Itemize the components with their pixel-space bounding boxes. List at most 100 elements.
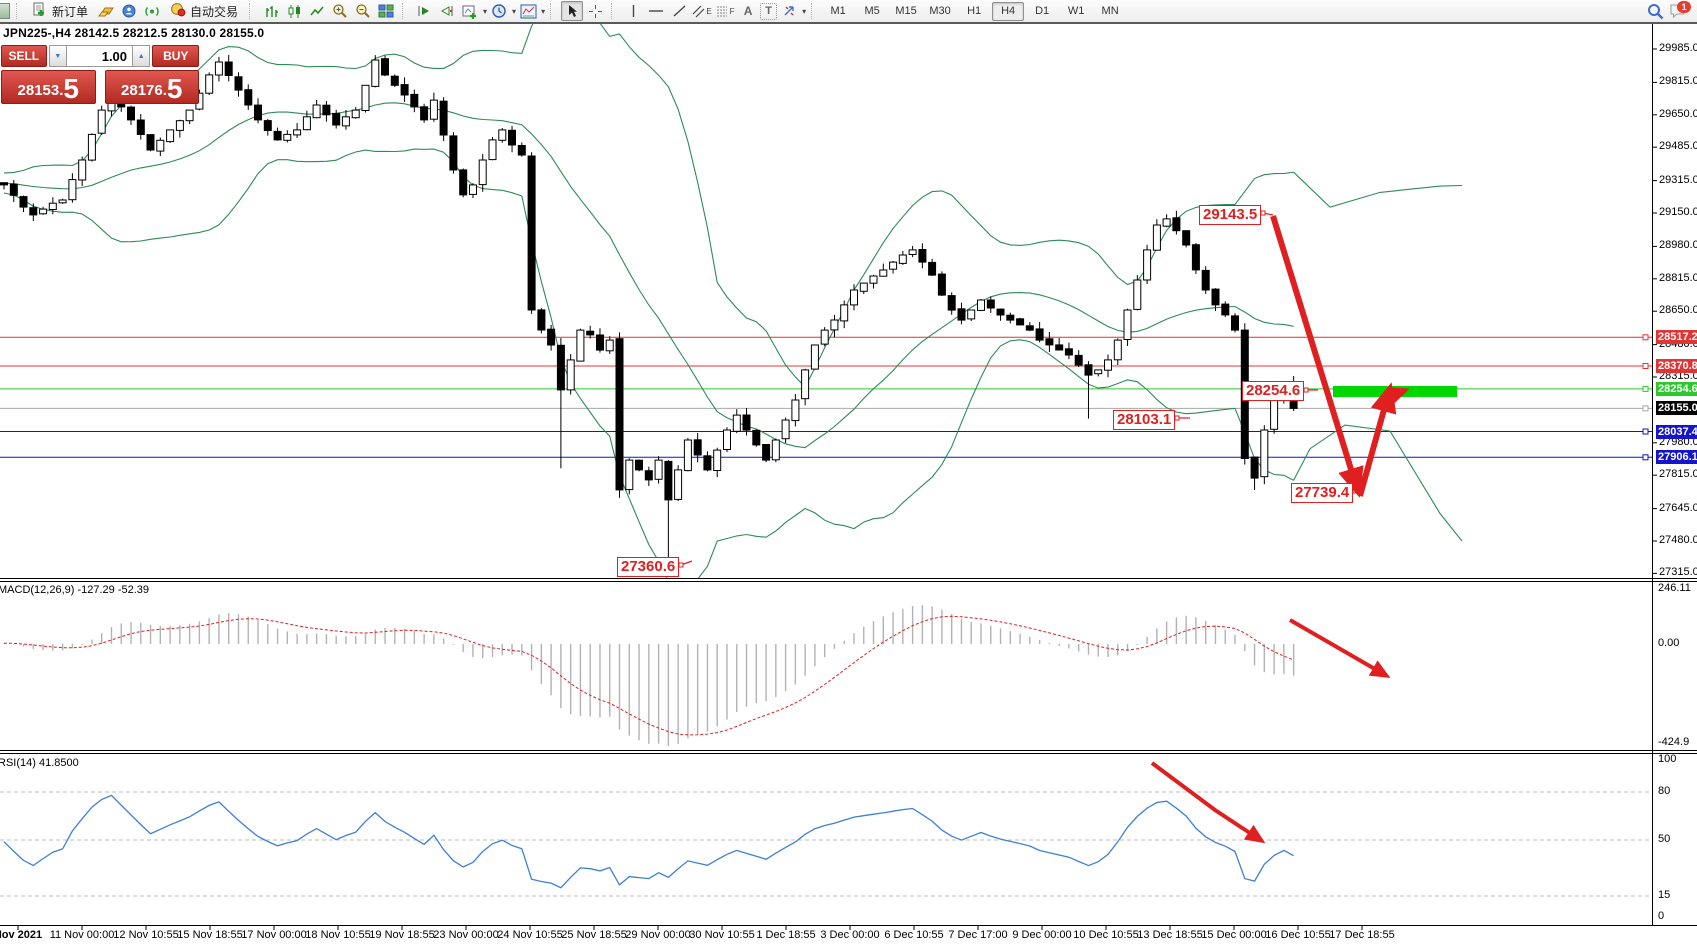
rsi-axis-label: 100 bbox=[1658, 753, 1677, 765]
auto-scroll-icon[interactable] bbox=[413, 1, 435, 21]
macd-axis-label: 246.11 bbox=[1658, 582, 1691, 594]
date-label: 23 Nov 00:00 bbox=[433, 929, 499, 941]
main-toolbar: 新订单 自动交易 ▾ bbox=[0, 0, 1697, 22]
toolbar-bottom-border bbox=[0, 22, 1697, 24]
clipped-toolbar-icon bbox=[0, 3, 10, 19]
toolbar-separator bbox=[611, 3, 618, 19]
period-clock-button[interactable] bbox=[488, 1, 510, 21]
buy-price-button[interactable]: 28176. 5 bbox=[104, 70, 199, 104]
line-chart-type-icon[interactable] bbox=[306, 1, 328, 21]
date-label: 12 Nov 10:55 bbox=[113, 929, 179, 941]
bar-chart-type-icon[interactable] bbox=[260, 1, 282, 21]
timeframe-m1[interactable]: M1 bbox=[830, 5, 846, 17]
timeframe-h1[interactable]: H1 bbox=[967, 5, 982, 17]
toolbar-separator bbox=[811, 3, 818, 19]
date-label: 30 Nov 10:55 bbox=[689, 929, 755, 941]
price-tick: 27480.0 bbox=[1659, 534, 1697, 546]
date-label: 10 Dec 10:55 bbox=[1073, 929, 1139, 941]
chat-icon[interactable]: 1 bbox=[1667, 1, 1691, 20]
timeframe-bar: M1 M5 M15 M30 H1 H4 D1 W1 MN bbox=[822, 1, 1126, 21]
new-order-button[interactable]: 新订单 bbox=[27, 2, 94, 20]
symbol-info-bar: JPN225-,H4 28142.5 28212.5 28130.0 28155… bbox=[3, 26, 265, 40]
chart-shift-icon[interactable] bbox=[436, 1, 458, 21]
gold-bar-icon[interactable] bbox=[95, 1, 117, 21]
arrows-dropdown-caret[interactable]: ▾ bbox=[802, 6, 807, 16]
price-annotation: 29143.5 bbox=[1199, 205, 1262, 225]
fibo-letter: F bbox=[729, 6, 735, 16]
price-tick: 29485.0 bbox=[1659, 140, 1697, 152]
date-label: 15 Nov 18:55 bbox=[177, 929, 243, 941]
chat-badge: 1 bbox=[1677, 1, 1691, 13]
date-label: Nov 2021 bbox=[0, 929, 43, 941]
equidistant-channel-tool-button[interactable]: E bbox=[691, 1, 713, 21]
price-tick: 27315.0 bbox=[1659, 566, 1697, 578]
timeframe-h4[interactable]: H4 bbox=[992, 1, 1025, 21]
date-label: 7 Dec 17:00 bbox=[948, 929, 1008, 941]
toolbar-separator bbox=[550, 3, 557, 19]
date-label: 16 Dec 10:55 bbox=[1265, 929, 1331, 941]
rsi-indicator-title: RSI(14) 41.8500 bbox=[0, 757, 79, 769]
price-badge: 28037.4 bbox=[1656, 425, 1697, 439]
cursor-tool-button[interactable] bbox=[561, 1, 584, 21]
rsi-axis-label: 15 bbox=[1658, 889, 1671, 901]
price-annotation: 28103.1 bbox=[1113, 410, 1176, 430]
price-tick: 29150.0 bbox=[1659, 206, 1697, 218]
signal-icon[interactable] bbox=[141, 1, 163, 21]
volume-input[interactable]: 1.00 bbox=[67, 45, 133, 67]
price-tick: 29315.0 bbox=[1659, 174, 1697, 186]
rsi-axis-label: 80 bbox=[1658, 785, 1671, 797]
auto-trading-button[interactable]: 自动交易 bbox=[164, 2, 244, 20]
timeframe-d1[interactable]: D1 bbox=[1035, 5, 1050, 17]
price-annotation: 27360.6 bbox=[617, 557, 680, 577]
toolbar-separator bbox=[249, 3, 256, 19]
timeframe-mn[interactable]: MN bbox=[1101, 5, 1119, 17]
period-dropdown-caret[interactable]: ▾ bbox=[512, 6, 517, 16]
buy-price: 28176. bbox=[121, 82, 167, 99]
fibonacci-tool-button[interactable]: F bbox=[714, 1, 736, 21]
volume-increase-button[interactable]: ▲ bbox=[132, 45, 151, 67]
one-click-trade-panel: SELL ▼ 1.00 ▲ BUY 28153. 5 28176. 5 bbox=[1, 45, 200, 104]
zoom-in-icon[interactable] bbox=[329, 1, 351, 21]
macd-axis-label: -424.9 bbox=[1658, 736, 1690, 748]
horizontal-line-tool-button[interactable] bbox=[645, 1, 667, 21]
date-label: 17 Dec 18:55 bbox=[1329, 929, 1395, 941]
template-button[interactable] bbox=[517, 1, 539, 21]
timeframe-m15[interactable]: M15 bbox=[895, 5, 917, 17]
price-tick: 28315.0 bbox=[1659, 370, 1697, 382]
volume-decrease-button[interactable]: ▼ bbox=[48, 45, 68, 67]
community-icon[interactable] bbox=[118, 1, 140, 21]
price-annotation: 28254.6 bbox=[1242, 381, 1305, 401]
price-tick: 29985.0 bbox=[1659, 42, 1697, 54]
trendline-tool-button[interactable] bbox=[668, 1, 690, 21]
toolbar-separator bbox=[16, 3, 23, 19]
new-chart-dropdown-caret[interactable]: ▾ bbox=[483, 6, 488, 16]
label-tool-letter: T bbox=[765, 5, 772, 17]
date-label: 9 Dec 00:00 bbox=[1012, 929, 1072, 941]
price-badge: 27906.1 bbox=[1656, 450, 1697, 464]
search-icon[interactable] bbox=[1644, 1, 1666, 21]
price-badge: 28370.8 bbox=[1656, 359, 1697, 373]
text-label-tool-button[interactable]: T bbox=[760, 2, 778, 20]
timeframe-m30[interactable]: M30 bbox=[929, 5, 951, 17]
price-tick: 28815.0 bbox=[1659, 272, 1697, 284]
new-order-label: 新订单 bbox=[52, 4, 89, 19]
template-dropdown-caret[interactable]: ▾ bbox=[541, 6, 546, 16]
buy-button[interactable]: BUY bbox=[152, 45, 200, 67]
sell-button[interactable]: SELL bbox=[1, 45, 47, 67]
macd-indicator-title: MACD(12,26,9) -127.29 -52.39 bbox=[0, 584, 150, 596]
zoom-out-icon[interactable] bbox=[352, 1, 374, 21]
tile-windows-icon[interactable] bbox=[375, 1, 397, 21]
price-annotation: 27739.4 bbox=[1291, 483, 1354, 503]
timeframe-m5[interactable]: M5 bbox=[864, 5, 880, 17]
arrows-tool-button[interactable] bbox=[778, 1, 800, 21]
timeframe-w1[interactable]: W1 bbox=[1067, 5, 1085, 17]
text-tool-button[interactable]: A bbox=[737, 1, 759, 21]
sell-price-button[interactable]: 28153. 5 bbox=[1, 70, 96, 104]
candlestick-chart-type-icon[interactable] bbox=[283, 1, 305, 21]
price-tick: 29650.0 bbox=[1659, 108, 1697, 120]
new-chart-button[interactable] bbox=[459, 1, 481, 21]
crosshair-tool-button[interactable] bbox=[584, 1, 606, 21]
date-label: 15 Dec 00:00 bbox=[1201, 929, 1267, 941]
vertical-line-tool-button[interactable] bbox=[622, 1, 644, 21]
